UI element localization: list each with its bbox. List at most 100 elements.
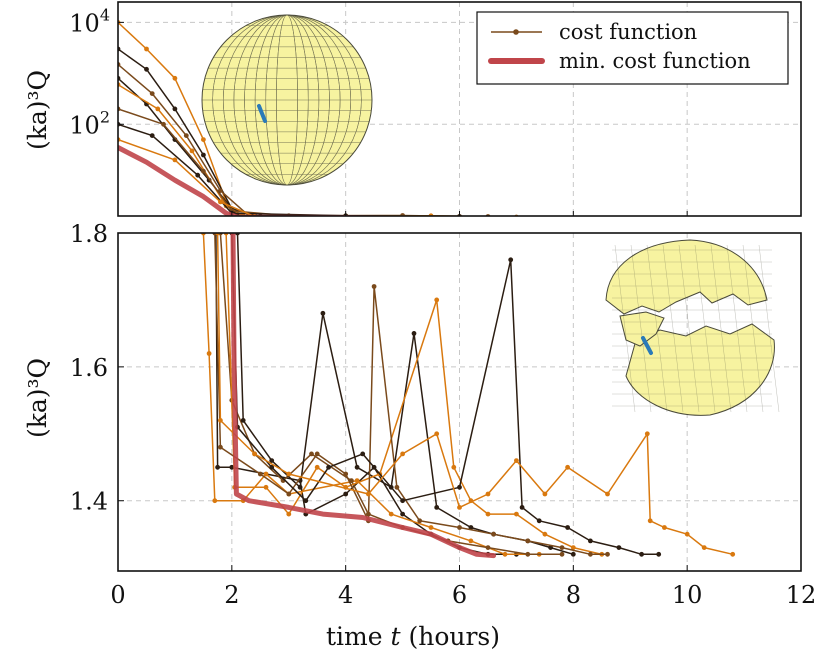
- cost-function-point: [570, 551, 576, 557]
- cost-function-point: [514, 458, 519, 463]
- cost-function-point: [457, 525, 462, 530]
- cost-function-point: [400, 511, 405, 517]
- cost-function-point: [343, 491, 349, 497]
- cost-function-point: [240, 418, 246, 423]
- fractured-sphere-inset-image: [605, 239, 780, 416]
- cost-function-point: [542, 491, 548, 497]
- cost-function-series-line: [231, 233, 659, 556]
- cost-function-point: [286, 471, 292, 477]
- cost-function-point: [451, 464, 457, 470]
- top-axes-frame: [117, 1, 802, 217]
- cost-function-series-line: [215, 233, 517, 556]
- cost-function-point: [388, 511, 394, 517]
- cost-function-point: [570, 545, 576, 550]
- x-tick-label: 4: [338, 581, 353, 609]
- cost-function-point: [269, 458, 275, 463]
- cost-function-point: [485, 491, 491, 497]
- cost-function-point: [215, 464, 221, 470]
- bottom-axes-frame: [117, 232, 802, 572]
- cost-function-point: [565, 525, 570, 530]
- cost-function-point: [201, 152, 206, 158]
- cost-function-series-line: [214, 233, 608, 556]
- cost-function-point: [218, 199, 223, 205]
- cost-function-point: [457, 505, 462, 510]
- cost-function-point: [508, 257, 514, 263]
- cost-function-point: [485, 511, 491, 517]
- cost-function-point: [701, 545, 707, 550]
- x-axis-label: time t (hours): [326, 622, 500, 651]
- cost-function-point: [468, 538, 474, 544]
- cost-function-point: [252, 451, 257, 457]
- cost-function-point: [434, 505, 440, 510]
- cost-function-point: [206, 351, 212, 356]
- cost-function-point: [286, 511, 292, 517]
- bottom-series-group: [201, 233, 736, 559]
- cost-function-point: [485, 545, 491, 550]
- defect-marker: [257, 104, 267, 123]
- cost-function-point: [218, 418, 223, 423]
- cost-function-point: [468, 525, 474, 530]
- x-tick-label: 0: [110, 581, 125, 609]
- cost-function-point: [314, 451, 320, 457]
- legend: cost function min. cost function: [476, 11, 789, 85]
- cost-function-point: [309, 451, 314, 457]
- cost-function-point: [543, 216, 548, 221]
- cost-function-point: [314, 464, 320, 470]
- cost-function-point: [144, 46, 149, 52]
- cost-function-point: [559, 551, 565, 557]
- cost-function-series-line: [118, 138, 502, 216]
- cost-function-point: [525, 538, 531, 544]
- cost-function-point: [269, 464, 275, 470]
- bottom-y-axis-label: (ka)³Q: [23, 358, 52, 438]
- cost-function-point: [161, 121, 166, 127]
- cost-function-point: [514, 511, 519, 517]
- cost-function-point: [229, 464, 235, 470]
- cost-function-point: [491, 531, 496, 537]
- cost-function-point: [183, 133, 189, 139]
- x-tick-label: 2: [224, 581, 239, 609]
- cost-function-point: [599, 216, 604, 221]
- cost-function-point: [582, 216, 587, 221]
- cost-function-point: [588, 538, 593, 544]
- cost-function-point: [189, 148, 195, 154]
- cost-function-point: [519, 505, 525, 510]
- min-cost-function-line: [118, 145, 441, 216]
- cost-function-point: [144, 66, 149, 72]
- legend-cost-label: cost function: [559, 20, 697, 44]
- x-tick-label: 12: [786, 581, 817, 609]
- cost-function-point: [303, 498, 309, 504]
- cost-function-point: [172, 157, 178, 163]
- cost-function-point: [457, 484, 462, 490]
- cost-function-point: [411, 331, 417, 336]
- cost-function-point: [263, 471, 269, 477]
- cost-function-point: [400, 451, 405, 457]
- cost-function-point: [684, 531, 690, 537]
- cost-function-point: [155, 106, 161, 112]
- x-tick-label: 8: [566, 581, 581, 609]
- cost-function-point: [434, 431, 440, 437]
- cost-function-point: [201, 137, 206, 143]
- x-axis-label-var: t: [390, 622, 401, 651]
- bottom-y-tick-label: 1.4: [70, 488, 108, 516]
- x-axis-label-prefix: time: [326, 622, 391, 651]
- bottom-y-tick-label: 1.6: [70, 354, 108, 382]
- cost-function-point: [172, 75, 178, 81]
- cost-function-series-line: [202, 233, 540, 556]
- cost-function-point: [400, 498, 405, 504]
- cost-function-point: [212, 498, 218, 504]
- cost-function-point: [149, 133, 155, 139]
- cost-function-series-line: [118, 123, 424, 216]
- cost-function-point: [371, 284, 377, 289]
- legend-min-label: min. cost function: [559, 49, 751, 73]
- cost-function-point: [644, 431, 650, 437]
- cost-function-point: [434, 297, 440, 303]
- cost-function-point: [297, 484, 303, 490]
- cost-function-point: [394, 484, 400, 490]
- sphere-inset-image: [66, 14, 508, 186]
- x-axis-label-suffix: (hours): [401, 622, 501, 651]
- x-tick-label: 6: [452, 581, 467, 609]
- top-y-tick-label: 102: [69, 107, 110, 139]
- cost-function-point: [417, 518, 423, 524]
- cost-function-point: [645, 216, 650, 221]
